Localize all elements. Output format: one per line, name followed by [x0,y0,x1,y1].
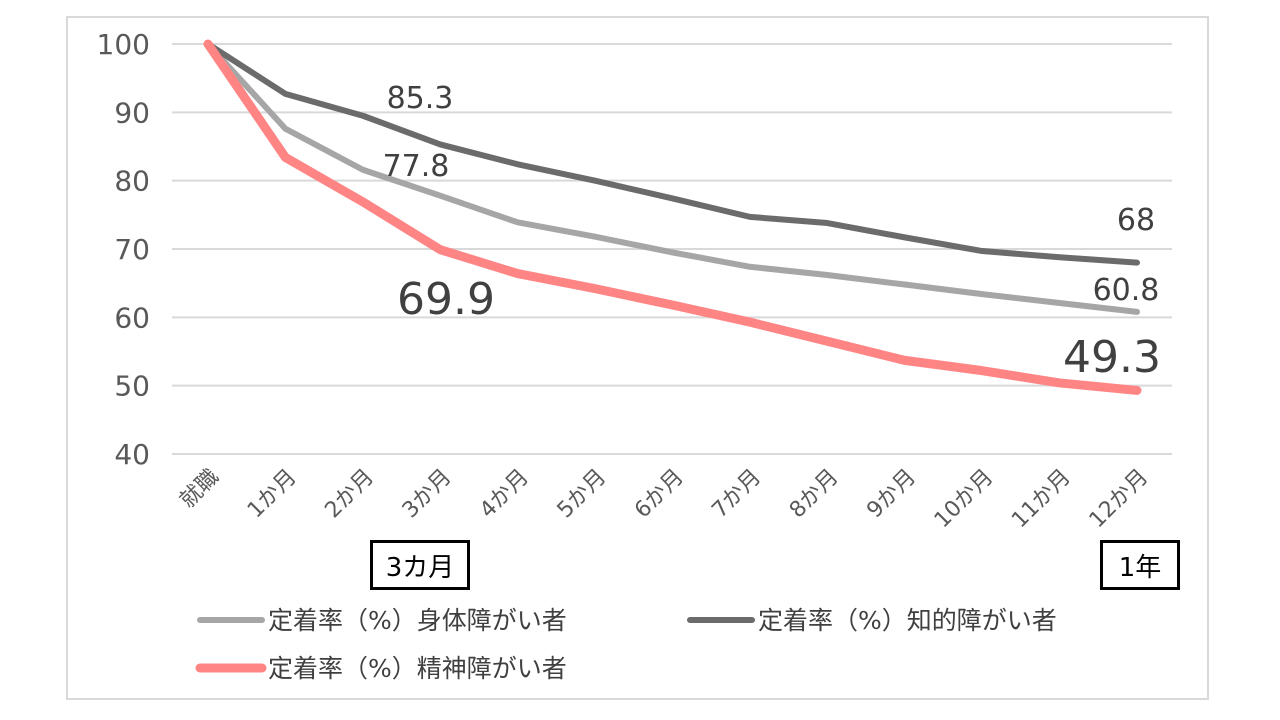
series-line-0 [205,41,1140,315]
data-label: 68 [1117,203,1155,238]
x-tick-label: 7か月 [707,465,766,524]
x-tick-label: 9か月 [862,465,921,524]
y-tick-label: 90 [114,96,150,129]
x-tick-label: 5か月 [553,465,612,524]
data-label: 85.3 [387,81,454,116]
data-label: 49.3 [1063,332,1161,383]
x-tick-label: 12か月 [1085,465,1154,534]
series-line-2 [203,39,1142,395]
y-tick-label: 70 [114,233,150,266]
y-tick-label: 100 [97,28,150,61]
y-tick-label: 80 [114,165,150,198]
y-tick-label: 40 [114,438,150,471]
chart-frame [66,16,1209,700]
x-tick-label: 8か月 [785,465,844,524]
x-tick-label: 3か月 [398,465,457,524]
series-line-1 [205,41,1140,266]
data-label: 69.9 [397,274,495,325]
legend-label: 定着率（%）身体障がい者 [268,606,567,635]
y-tick-label: 60 [114,301,150,334]
x-tick-label: 就職 [175,465,224,514]
x-tick-label: 4か月 [475,465,534,524]
x-tick-label: 1か月 [243,465,302,524]
data-label: 60.8 [1093,273,1160,308]
x-tick-label: 10か月 [930,465,999,534]
x-tick-label: 6か月 [630,465,689,524]
annotation-3-months: 3カ月 [370,540,470,590]
y-tick-label: 50 [114,370,150,403]
x-tick-label: 11か月 [1007,465,1076,534]
x-tick-label: 2か月 [320,465,379,524]
data-label: 77.8 [383,149,450,184]
legend-label: 定着率（%）精神障がい者 [268,654,567,683]
legend-label: 定着率（%）知的障がい者 [758,606,1057,635]
annotation-1-year: 1年 [1100,540,1180,590]
